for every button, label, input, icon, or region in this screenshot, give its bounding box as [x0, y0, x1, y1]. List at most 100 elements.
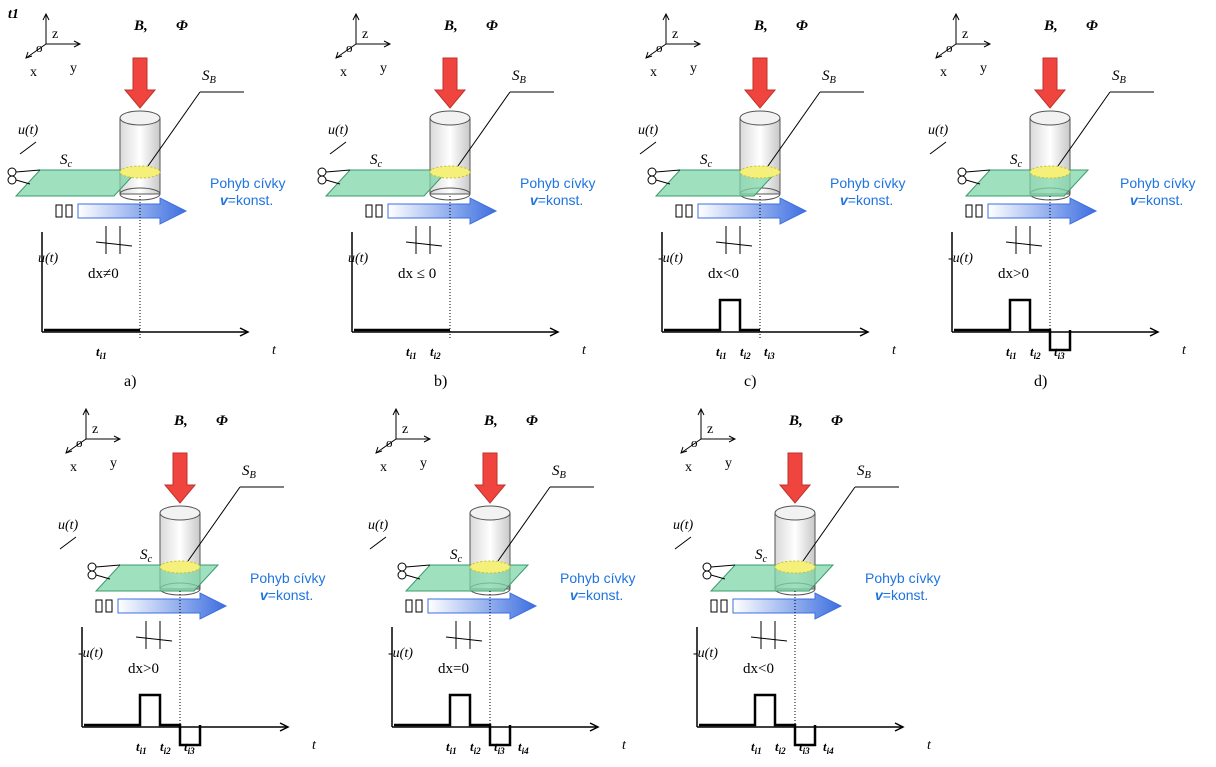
tick-label-2: ti2 [470, 739, 481, 756]
tick-label-1: ti1 [446, 739, 457, 756]
velocity-label: v=konst. [570, 587, 623, 603]
axis-y-label: y [980, 61, 987, 76]
axes-icon: z y xo [645, 12, 702, 80]
axis-x-label: x [380, 460, 387, 475]
axis-y-label: y [380, 61, 387, 76]
u2-label: -u(t) [948, 251, 973, 266]
flux-disk [1029, 165, 1071, 179]
caption-label: d) [1034, 373, 1047, 390]
motion-label: Pohyb cívky [520, 175, 595, 191]
dim-arrow [750, 636, 788, 642]
axis-x-label: x [340, 65, 347, 80]
terminal-icon [317, 167, 327, 177]
motion-arrow [77, 197, 188, 225]
terminal-wire [965, 179, 981, 185]
arrow-head [279, 722, 290, 732]
terminal-wire [710, 564, 736, 568]
dx-label: dx≠0 [88, 266, 119, 282]
axis-x-label: x [940, 65, 947, 80]
dim-arrow [715, 241, 753, 247]
arrow-head [894, 722, 905, 732]
axes-icon: z y xo [65, 407, 122, 475]
u-arrow [329, 141, 347, 155]
tick-label-3: ti3 [799, 739, 810, 756]
u-label: u(t) [638, 123, 659, 138]
dim-arrow [1005, 241, 1043, 247]
axis-o-label: o [76, 435, 83, 450]
terminal-wire [965, 169, 991, 173]
terminal-icon [702, 570, 712, 580]
tick-label-4: ti4 [823, 739, 834, 756]
field-arrow [778, 452, 812, 504]
waveform [699, 693, 817, 747]
phi-label: Φ [216, 413, 228, 429]
dim-arrow [135, 636, 173, 642]
tick-label-1: ti1 [716, 344, 727, 361]
field-arrow [1033, 57, 1067, 109]
field-arrow [743, 57, 777, 109]
axis-z-label: z [92, 422, 98, 437]
terminal-icon [87, 570, 97, 580]
sb-leader [802, 486, 856, 562]
u2-label: -u(t) [388, 646, 413, 661]
axis-z-label: z [962, 27, 968, 42]
t-label: t [622, 738, 627, 753]
tick-label-1: ti1 [136, 739, 147, 756]
phi-label: Φ [176, 18, 188, 34]
sb-label: SB [857, 463, 872, 481]
terminal-icon [957, 175, 967, 185]
tick-label-2: ti2 [1030, 344, 1041, 361]
axis-y-label: y [690, 61, 697, 76]
u2-label: -u(t) [693, 646, 718, 661]
axes-icon: z y xo [25, 12, 82, 80]
motion-arrow [732, 592, 843, 620]
axis-x-label: x [650, 65, 657, 80]
u2-label: -u(t) [658, 251, 683, 266]
sb-label: SB [242, 463, 257, 481]
waveform [664, 298, 760, 332]
tick-label-4: ti4 [518, 739, 529, 756]
terminal-icon [7, 175, 17, 185]
terminal-icon [647, 167, 657, 177]
terminal-icon [397, 562, 407, 572]
flux-disk [119, 165, 161, 179]
stub-icon [95, 599, 103, 613]
motion-label: Pohyb cívky [830, 175, 905, 191]
arrow-head [859, 327, 870, 337]
u-arrow [369, 536, 387, 550]
stub-icon [405, 599, 413, 613]
waveform [394, 693, 512, 747]
axis-z-label: z [52, 27, 58, 42]
terminal-wire [325, 169, 351, 173]
dx-label: dx<0 [708, 266, 739, 282]
tick-label-1: ti1 [96, 344, 107, 361]
axis-y-label: y [420, 456, 427, 471]
arrow-head [589, 722, 600, 732]
sb-label: SB [512, 68, 527, 86]
stub-icon [375, 204, 383, 218]
t-label: t [582, 343, 587, 358]
axis-o-label: o [386, 435, 393, 450]
flux-disk [774, 560, 816, 574]
b-label: B, [483, 413, 498, 429]
sc-label: Sc [140, 547, 153, 565]
caption-label: c) [744, 373, 756, 390]
terminal-wire [405, 564, 431, 568]
terminal-icon [87, 562, 97, 572]
b-label: B, [1043, 18, 1058, 34]
velocity-label: v=konst. [1130, 192, 1183, 208]
tick-label-1: ti1 [1006, 344, 1017, 361]
sc-label: Sc [700, 152, 713, 170]
u-label: u(t) [928, 123, 949, 138]
sb-leader [1057, 91, 1111, 167]
terminal-wire [405, 574, 421, 580]
flux-disk [739, 165, 781, 179]
dim-arrow [445, 636, 483, 642]
magnet-cylinder [429, 110, 471, 201]
axis-o-label: o [346, 40, 353, 55]
motion-label: Pohyb cívky [210, 175, 285, 191]
